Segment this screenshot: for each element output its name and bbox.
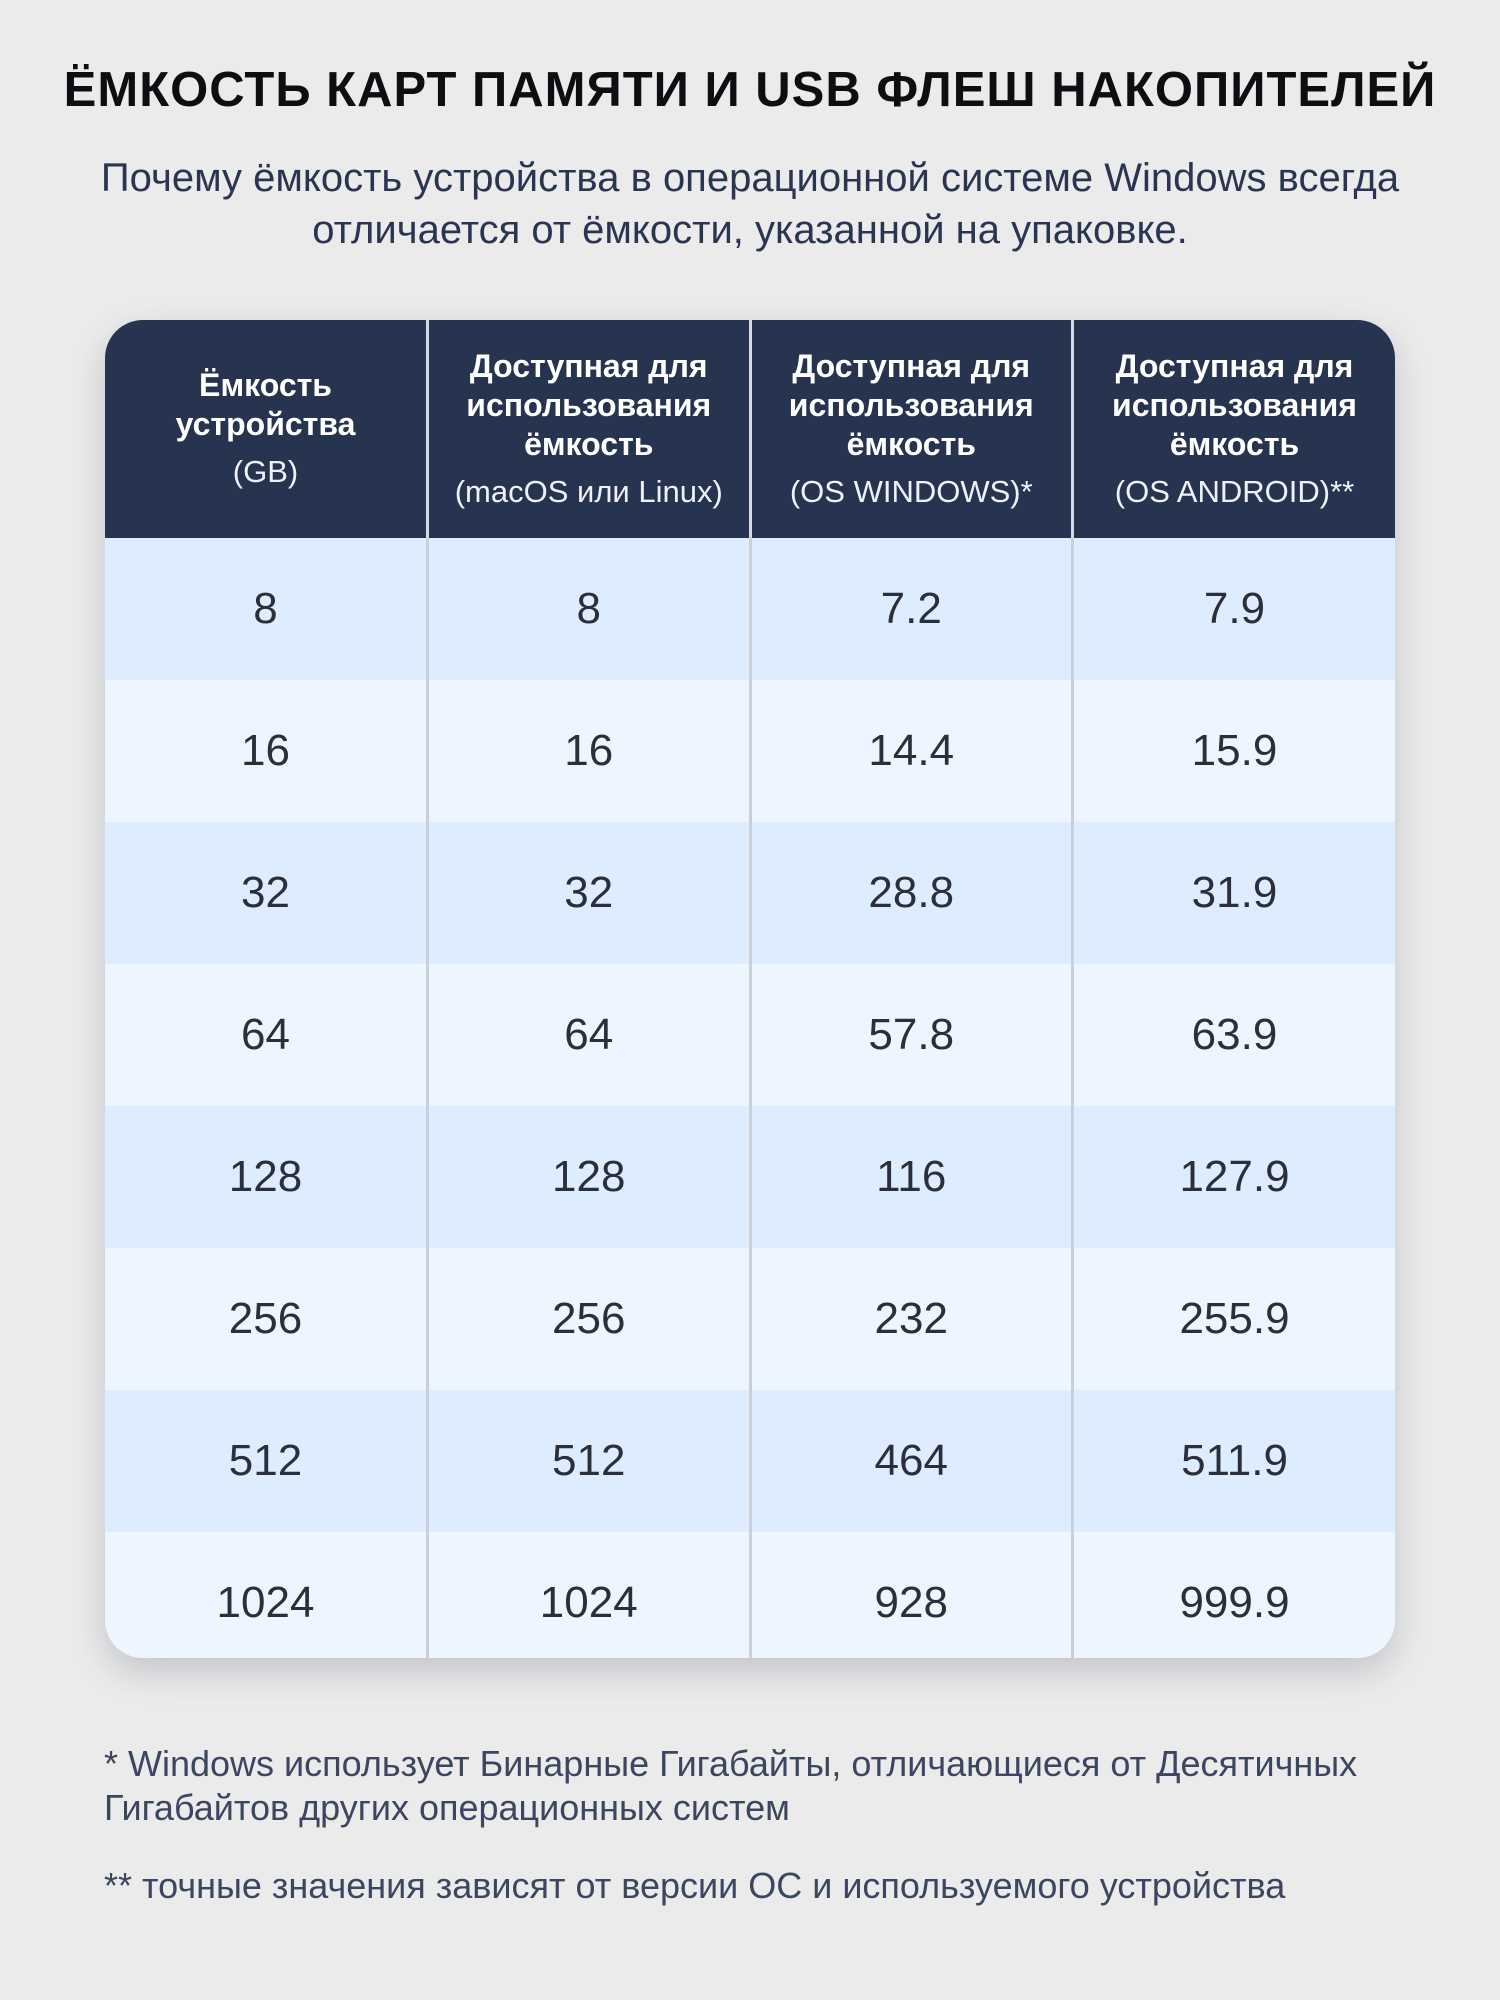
column-header-title: Ёмкость устройства bbox=[175, 367, 356, 442]
cell-macos-linux: 32 bbox=[427, 822, 752, 964]
cell-android: 999.9 bbox=[1072, 1532, 1395, 1658]
cell-windows: 57.8 bbox=[750, 964, 1074, 1106]
column-header-title: Доступная для использования ёмкость bbox=[1112, 347, 1357, 462]
column-header-title: Доступная для использования ёмкость bbox=[788, 347, 1034, 462]
capacity-table: Ёмкость устройства (GB) Доступная для ис… bbox=[105, 320, 1395, 1658]
column-header-os: (OS WINDOWS)* bbox=[789, 473, 1033, 509]
column-header-os: (macOS или Linux) bbox=[454, 473, 723, 509]
cell-device-capacity: 128 bbox=[105, 1106, 429, 1248]
cell-windows: 28.8 bbox=[750, 822, 1074, 964]
cell-android: 31.9 bbox=[1072, 822, 1395, 964]
column-header-title: Доступная для использования ёмкость bbox=[466, 347, 712, 462]
table-row: 64 64 57.8 63.9 bbox=[105, 964, 1395, 1106]
cell-windows: 928 bbox=[750, 1532, 1074, 1658]
column-header-android: Доступная для использования ёмкость (OS … bbox=[1072, 320, 1395, 538]
table-row: 8 8 7.2 7.9 bbox=[105, 538, 1395, 680]
cell-device-capacity: 16 bbox=[105, 680, 429, 822]
cell-macos-linux: 1024 bbox=[427, 1532, 752, 1658]
table-row: 1024 1024 928 999.9 bbox=[105, 1532, 1395, 1658]
cell-macos-linux: 8 bbox=[427, 538, 752, 680]
cell-device-capacity: 32 bbox=[105, 822, 429, 964]
cell-android: 15.9 bbox=[1072, 680, 1395, 822]
cell-device-capacity: 8 bbox=[105, 538, 429, 680]
cell-android: 255.9 bbox=[1072, 1248, 1395, 1390]
cell-device-capacity: 64 bbox=[105, 964, 429, 1106]
page-subtitle: Почему ёмкость устройства в операционной… bbox=[100, 156, 1400, 252]
page-title: ЁМКОСТЬ КАРТ ПАМЯТИ И USB ФЛЕШ НАКОПИТЕЛ… bbox=[63, 63, 1437, 117]
cell-windows: 7.2 bbox=[750, 538, 1074, 680]
cell-android: 127.9 bbox=[1072, 1106, 1395, 1248]
cell-macos-linux: 512 bbox=[427, 1390, 752, 1532]
table-header-row: Ёмкость устройства (GB) Доступная для ис… bbox=[105, 320, 1395, 538]
cell-windows: 116 bbox=[750, 1106, 1074, 1248]
column-header-unit: (GB) bbox=[232, 454, 299, 489]
footnotes: * Windows использует Бинарные Гигабайты,… bbox=[104, 1742, 1404, 1942]
cell-macos-linux: 256 bbox=[427, 1248, 752, 1390]
column-header-macos-linux: Доступная для использования ёмкость (mac… bbox=[427, 320, 752, 538]
table-row: 512 512 464 511.9 bbox=[105, 1390, 1395, 1532]
cell-android: 7.9 bbox=[1072, 538, 1395, 680]
cell-macos-linux: 16 bbox=[427, 680, 752, 822]
footnote-windows: * Windows использует Бинарные Гигабайты,… bbox=[104, 1743, 1358, 1828]
table-row: 32 32 28.8 31.9 bbox=[105, 822, 1395, 964]
column-header-os: (OS ANDROID)** bbox=[1114, 473, 1355, 509]
cell-macos-linux: 128 bbox=[427, 1106, 752, 1248]
cell-android: 63.9 bbox=[1072, 964, 1395, 1106]
cell-device-capacity: 1024 bbox=[105, 1532, 429, 1658]
column-header-windows: Доступная для использования ёмкость (OS … bbox=[750, 320, 1074, 538]
cell-device-capacity: 256 bbox=[105, 1248, 429, 1390]
table-row: 16 16 14.4 15.9 bbox=[105, 680, 1395, 822]
cell-macos-linux: 64 bbox=[427, 964, 752, 1106]
cell-windows: 464 bbox=[750, 1390, 1074, 1532]
table-row: 128 128 116 127.9 bbox=[105, 1106, 1395, 1248]
cell-windows: 14.4 bbox=[750, 680, 1074, 822]
cell-device-capacity: 512 bbox=[105, 1390, 429, 1532]
capacity-table-card: Ёмкость устройства (GB) Доступная для ис… bbox=[105, 320, 1395, 1658]
table-row: 256 256 232 255.9 bbox=[105, 1248, 1395, 1390]
footnote-android: ** точные значения зависят от версии ОС … bbox=[104, 1865, 1286, 1906]
column-header-device-capacity: Ёмкость устройства (GB) bbox=[105, 320, 429, 538]
cell-android: 511.9 bbox=[1072, 1390, 1395, 1532]
cell-windows: 232 bbox=[750, 1248, 1074, 1390]
